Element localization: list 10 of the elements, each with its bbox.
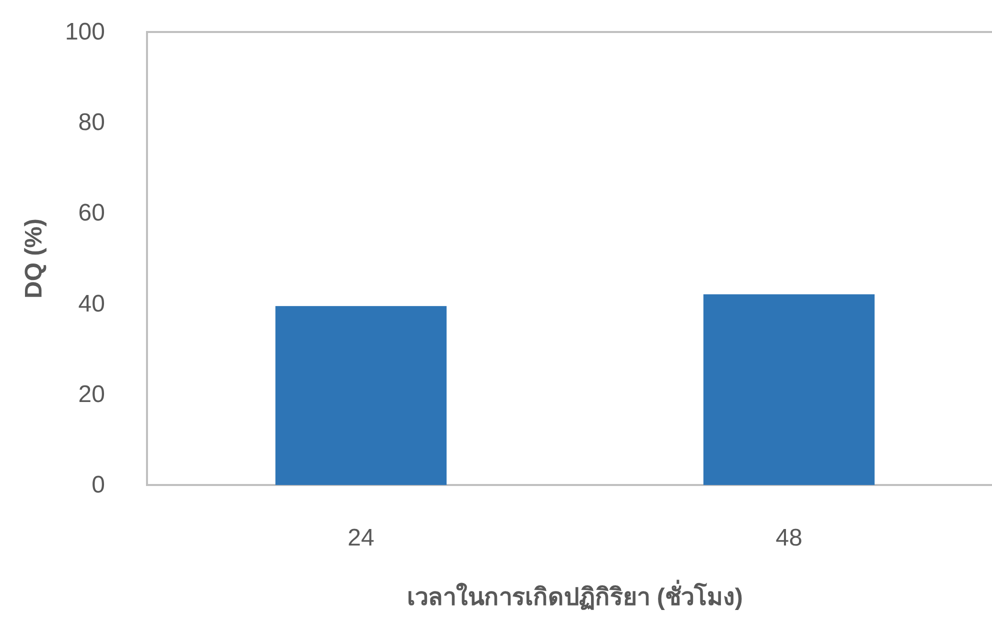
y-tick-label: 20 <box>78 380 105 408</box>
y-tick-label: 80 <box>78 109 105 136</box>
x-tick-label: 24 <box>348 524 374 552</box>
x-axis-title: เวลาในการเกิดปฏิกิริยา (ชั่วโมง) <box>407 579 743 611</box>
y-tick-label: 100 <box>64 18 105 46</box>
y-axis-title: DQ (%) <box>20 218 48 298</box>
x-tick-label: 48 <box>776 524 802 552</box>
y-tick-label: 0 <box>92 472 105 498</box>
y-tick-label: 60 <box>78 200 105 227</box>
y-tick-label: 40 <box>78 290 105 318</box>
